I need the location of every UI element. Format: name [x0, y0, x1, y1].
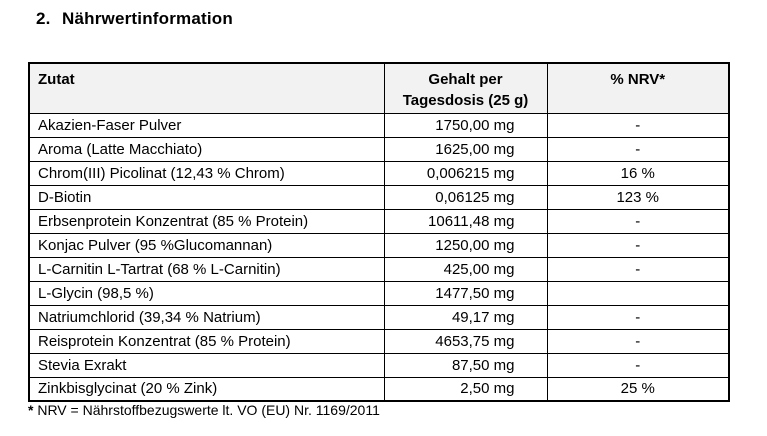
- cell-gehalt: 1625,00 mg: [383, 136, 548, 162]
- table-row: Konjac Pulver (95 %Glucomannan) 1250,00 …: [28, 232, 730, 258]
- cell-gehalt: 2,50 mg: [383, 376, 548, 402]
- cell-zutat: L-Carnitin L-Tartrat (68 % L-Carnitin): [28, 256, 385, 282]
- table-row: Chrom(III) Picolinat (12,43 % Chrom) 0,0…: [28, 160, 730, 186]
- cell-gehalt: 49,17 mg: [383, 304, 548, 330]
- cell-nrv: -: [546, 304, 730, 330]
- cell-zutat: Aroma (Latte Macchiato): [28, 136, 385, 162]
- cell-nrv: 16 %: [546, 160, 730, 186]
- cell-zutat: Akazien-Faser Pulver: [28, 112, 385, 138]
- cell-gehalt: 1750,00 mg: [383, 112, 548, 138]
- section-number: 2.: [36, 9, 51, 28]
- cell-nrv: -: [546, 328, 730, 354]
- cell-nrv: [546, 280, 730, 306]
- footnote-text: NRV = Nährstoffbezugswerte lt. VO (EU) N…: [33, 402, 380, 418]
- nutrition-table: Zutat Gehalt per Tagesdosis (25 g) % NRV…: [28, 62, 730, 402]
- table-row: D-Biotin 0,06125 mg 123 %: [28, 184, 730, 210]
- footnote-marker: *: [28, 402, 34, 418]
- column-header-zutat: Zutat: [28, 62, 385, 114]
- cell-gehalt: 1250,00 mg: [383, 232, 548, 258]
- column-header-gehalt-line2: Tagesdosis (25 g): [402, 92, 529, 109]
- section-heading: 2. Nährwertinformation: [36, 9, 233, 29]
- cell-gehalt: 10611,48 mg: [383, 208, 548, 234]
- cell-zutat: Natriumchlorid (39,34 % Natrium): [28, 304, 385, 330]
- cell-zutat: Konjac Pulver (95 %Glucomannan): [28, 232, 385, 258]
- table-row: Natriumchlorid (39,34 % Natrium) 49,17 m…: [28, 304, 730, 330]
- cell-zutat: Chrom(III) Picolinat (12,43 % Chrom): [28, 160, 385, 186]
- cell-nrv: -: [546, 208, 730, 234]
- cell-gehalt: 0,006215 mg: [383, 160, 548, 186]
- cell-zutat: Stevia Exrakt: [28, 352, 385, 378]
- column-header-gehalt-line1: Gehalt per: [428, 71, 503, 88]
- column-header-nrv: % NRV*: [546, 62, 730, 114]
- cell-gehalt: 0,06125 mg: [383, 184, 548, 210]
- table-row: L-Glycin (98,5 %) 1477,50 mg: [28, 280, 730, 306]
- cell-nrv: -: [546, 352, 730, 378]
- table-row: Stevia Exrakt 87,50 mg -: [28, 352, 730, 378]
- cell-zutat: D-Biotin: [28, 184, 385, 210]
- cell-nrv: -: [546, 256, 730, 282]
- table-body: Akazien-Faser Pulver 1750,00 mg - Aroma …: [28, 112, 730, 402]
- cell-nrv: 25 %: [546, 376, 730, 402]
- cell-gehalt: 4653,75 mg: [383, 328, 548, 354]
- footnote: * NRV = Nährstoffbezugswerte lt. VO (EU)…: [28, 402, 380, 418]
- column-header-gehalt: Gehalt per Tagesdosis (25 g): [383, 62, 548, 114]
- section-title: Nährwertinformation: [62, 9, 233, 28]
- table-header: Zutat Gehalt per Tagesdosis (25 g) % NRV…: [28, 62, 730, 114]
- cell-zutat: Reisprotein Konzentrat (85 % Protein): [28, 328, 385, 354]
- cell-nrv: -: [546, 232, 730, 258]
- table-row: Reisprotein Konzentrat (85 % Protein) 46…: [28, 328, 730, 354]
- cell-nrv: -: [546, 112, 730, 138]
- header-row: Zutat Gehalt per Tagesdosis (25 g) % NRV…: [28, 62, 730, 114]
- cell-zutat: Erbsenprotein Konzentrat (85 % Protein): [28, 208, 385, 234]
- cell-gehalt: 87,50 mg: [383, 352, 548, 378]
- cell-gehalt: 425,00 mg: [383, 256, 548, 282]
- table-row: L-Carnitin L-Tartrat (68 % L-Carnitin) 4…: [28, 256, 730, 282]
- table-row: Akazien-Faser Pulver 1750,00 mg -: [28, 112, 730, 138]
- table-row: Zinkbisglycinat (20 % Zink) 2,50 mg 25 %: [28, 376, 730, 402]
- cell-zutat: L-Glycin (98,5 %): [28, 280, 385, 306]
- cell-zutat: Zinkbisglycinat (20 % Zink): [28, 376, 385, 402]
- cell-nrv: -: [546, 136, 730, 162]
- cell-gehalt: 1477,50 mg: [383, 280, 548, 306]
- table-row: Aroma (Latte Macchiato) 1625,00 mg -: [28, 136, 730, 162]
- table-row: Erbsenprotein Konzentrat (85 % Protein) …: [28, 208, 730, 234]
- cell-nrv: 123 %: [546, 184, 730, 210]
